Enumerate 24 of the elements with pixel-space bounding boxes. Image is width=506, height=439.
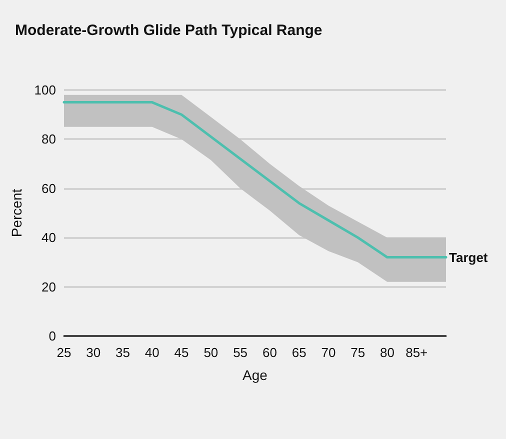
x-tick-label: 85+ [406, 345, 428, 360]
y-tick-label: 20 [42, 279, 56, 294]
y-tick-label: 0 [48, 328, 56, 344]
series-label: Target [449, 250, 488, 265]
x-tick-label: 50 [204, 345, 218, 360]
y-tick-label: 100 [34, 82, 56, 98]
x-tick-label: 65 [292, 345, 306, 360]
x-tick-label: 80 [380, 345, 394, 360]
x-tick-label: 35 [116, 345, 130, 360]
x-tick-label: 60 [262, 345, 277, 360]
x-tick-label: 30 [86, 345, 101, 360]
y-axis-title: Percent [8, 188, 24, 238]
y-tick-label: 80 [42, 132, 56, 147]
x-tick-label: 55 [233, 345, 248, 360]
line-series [62, 101, 448, 259]
x-tick-label: 40 [144, 345, 160, 360]
x-tick-label: 75 [350, 345, 366, 360]
x-tick-label: 45 [174, 345, 189, 360]
y-tick-label: 40 [42, 230, 56, 246]
chart-title: Moderate-Growth Glide Path Typical Range [15, 22, 322, 39]
x-tick-label: 25 [56, 345, 72, 360]
y-tick-label: 60 [42, 180, 56, 196]
x-tick-label: 70 [321, 345, 336, 360]
x-axis-title: Age [242, 367, 268, 383]
